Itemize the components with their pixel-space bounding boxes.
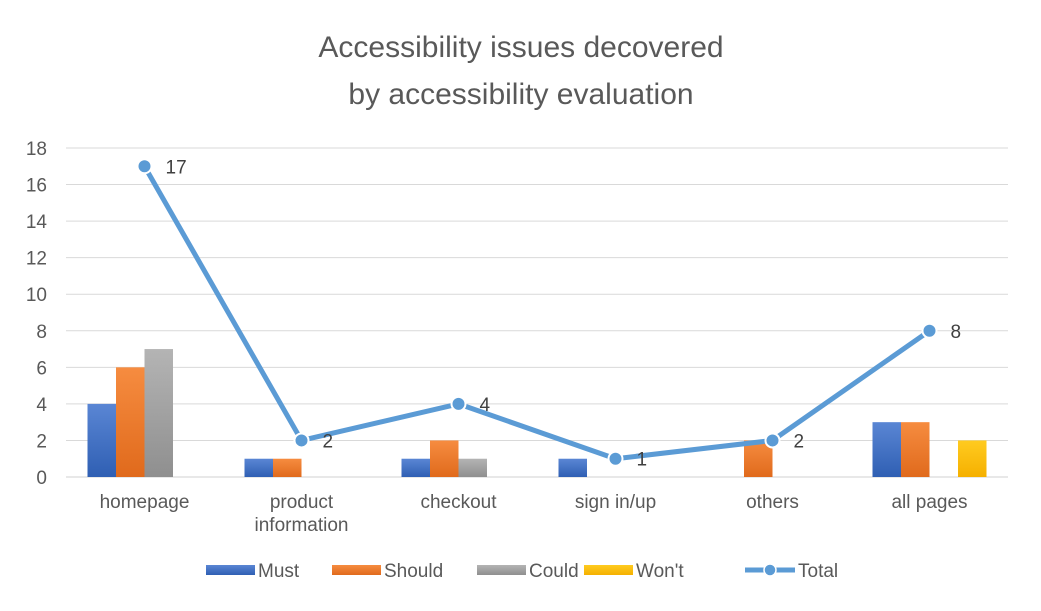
line-total [142,165,931,462]
y-tick-label: 18 [26,139,47,160]
y-tick-label: 10 [26,285,47,306]
bar-could [144,349,173,477]
bar-must [244,458,273,477]
legend-swatch-must [206,565,255,575]
data-label-total: 4 [480,395,491,416]
bar-must [872,422,901,477]
legend-label-total: Total [798,561,838,582]
legend-swatch-should [332,565,381,575]
total-line: 17 2 4 1 2 8 [136,157,962,471]
data-label-total: 17 [166,157,187,178]
y-tick-label: 2 [36,431,47,452]
point-total [450,395,467,412]
x-category-label: sign in/up [575,492,656,513]
bar-won-t [958,440,987,477]
legend-label-could: Could [529,561,579,582]
point-total [921,322,938,339]
bar-should [430,440,459,477]
data-label-total: 2 [794,431,805,452]
legend-swatch-could [477,565,526,575]
legend-label-should: Should [384,561,443,582]
data-label-total: 8 [951,322,962,343]
chart-title: Accessibility issues decovered by accessi… [318,31,723,111]
x-category-label: product [270,492,334,513]
bar-must [87,403,116,477]
x-category-label: information [255,515,349,536]
point-total [764,432,781,449]
legend-swatch-won-t [584,565,633,575]
bar-should [273,458,302,477]
legend-label-must: Must [258,561,300,582]
y-tick-label: 0 [36,468,47,489]
y-tick-label: 16 [26,176,47,197]
y-axis-ticks: 0 2 4 6 8 10 12 14 16 18 [26,139,48,489]
y-tick-label: 14 [26,212,48,233]
x-category-label: all pages [891,492,967,513]
x-category-label: others [746,492,799,513]
bar-must [558,458,587,477]
bar-must [401,458,430,477]
point-total [136,158,153,175]
y-tick-label: 8 [36,322,47,343]
legend-marker-total [763,563,777,577]
data-label-total: 1 [637,450,648,471]
bar-could [458,458,487,477]
bars [87,349,987,477]
data-label-total: 2 [323,431,334,452]
x-category-label: homepage [100,492,190,513]
bar-should [901,422,930,477]
chart-title-line: Accessibility issues decovered [318,31,723,64]
y-tick-label: 6 [36,358,47,379]
gridlines [66,147,1008,478]
legend: Must Should Could Won't Total [206,561,838,582]
y-tick-label: 12 [26,249,47,270]
x-category-label: checkout [420,492,497,513]
point-total [607,450,624,467]
legend-label-won-t: Won't [636,561,684,582]
point-total [293,432,310,449]
y-tick-label: 4 [36,395,47,416]
bar-should [116,367,145,477]
chart-title-line: by accessibility evaluation [348,78,693,111]
